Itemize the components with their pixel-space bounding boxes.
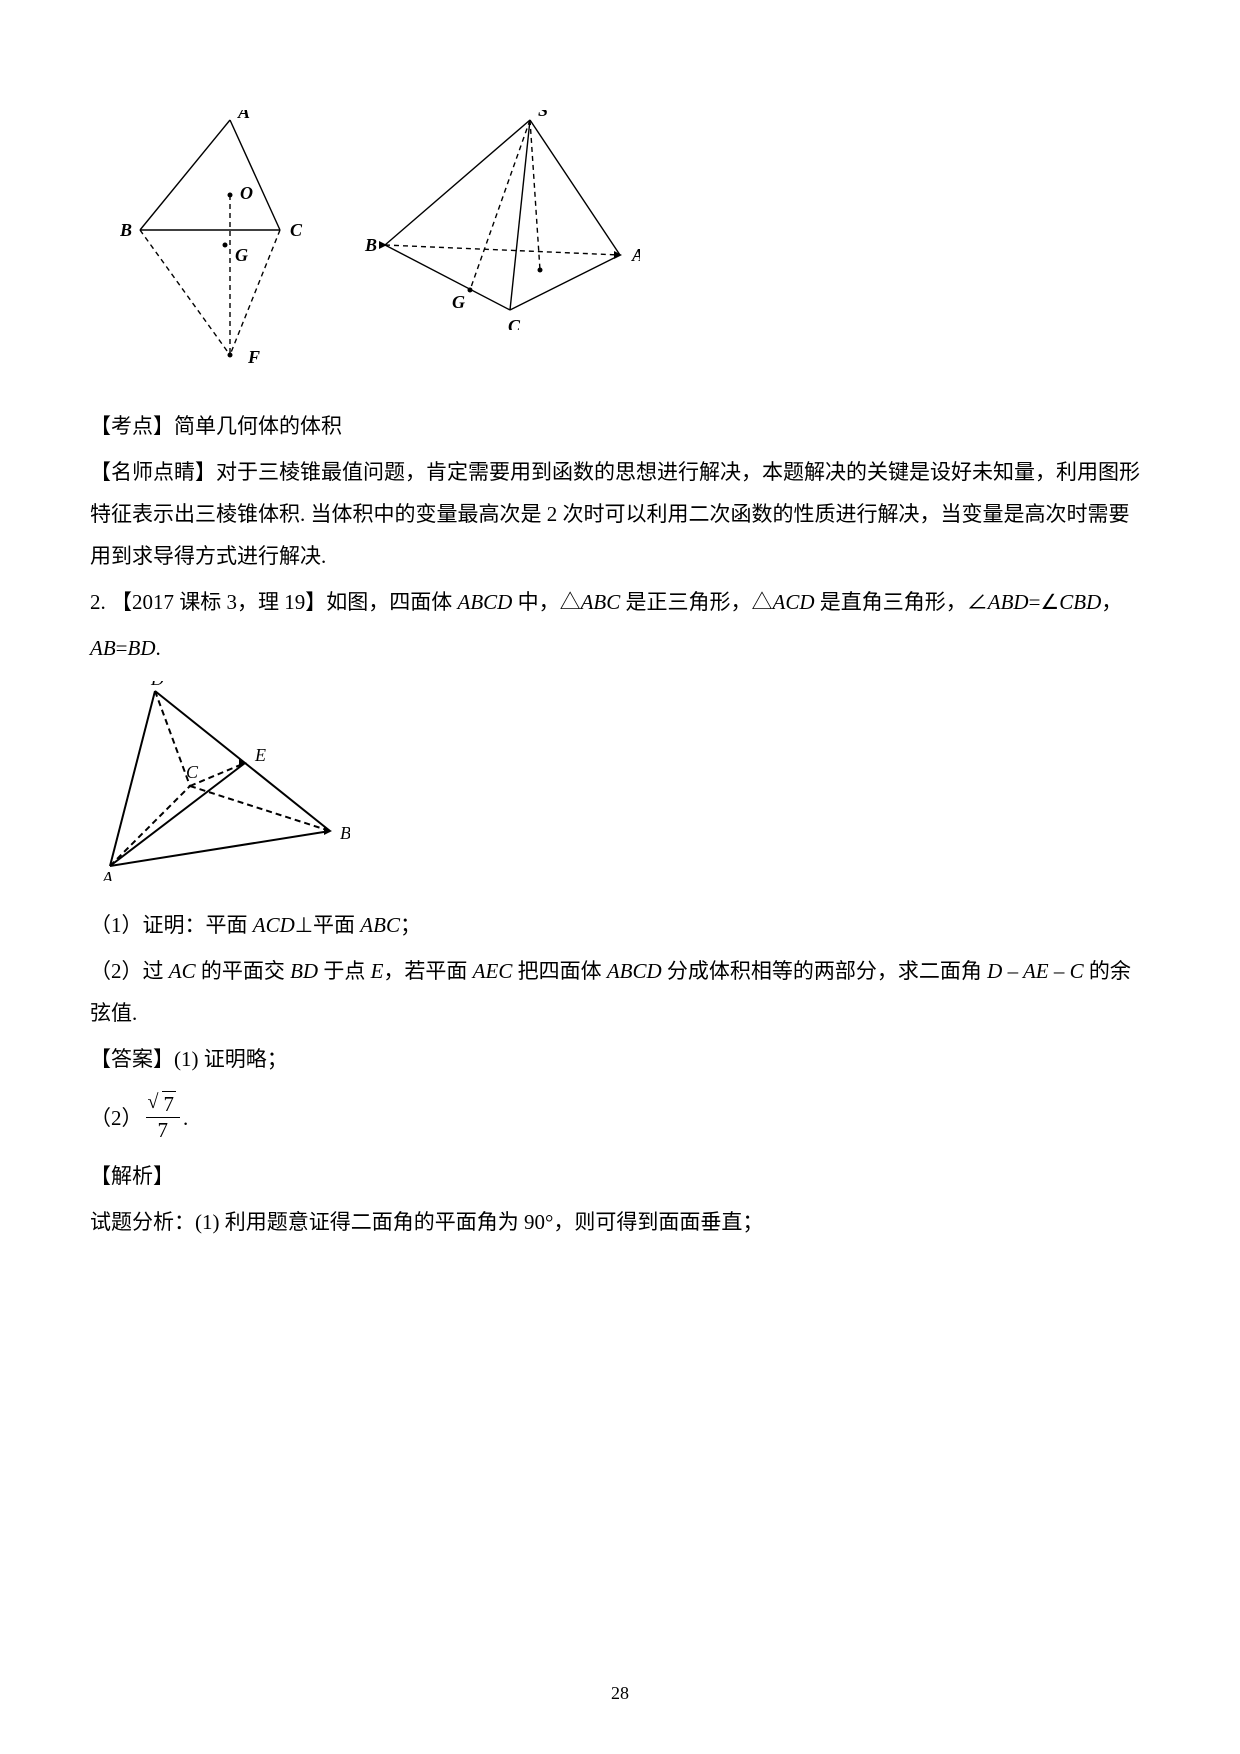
sub2-e: E [371,959,384,983]
mingshi-text: 对于三棱锥最值问题，肯定需要用到函数的思想进行解决，本题解决的关键是设好未知量，… [90,460,1140,568]
svg-text:A: A [631,245,640,265]
svg-text:O: O [240,183,253,203]
subq2: （2）过 AC 的平面交 BD 于点 E，若平面 AEC 把四面体 ABCD 分… [90,950,1150,1034]
sub2-m1: 的平面交 [196,959,291,983]
q2-m5: ， [1101,590,1122,614]
q2-eq: = [116,636,128,660]
sub2-daec: D – AE – C [987,959,1083,983]
answer2-post: . [183,1097,188,1139]
svg-text:C: C [186,762,199,782]
mingshi-label: 【名师点睛】 [90,460,216,484]
svg-text:G: G [452,292,465,312]
svg-text:C: C [508,316,521,330]
svg-text:C: C [290,220,303,240]
question2-line1: 2. 【2017 课标 3，理 19】如图，四面体 ABCD 中，△ABC 是正… [90,581,1150,623]
question2-line2: AB=BD. [90,627,1150,669]
mingshi-line: 【名师点睛】对于三棱锥最值问题，肯定需要用到函数的思想进行解决，本题解决的关键是… [90,451,1150,577]
sub1-abc: ABC [360,913,400,937]
answer-line2: （2） 7 7 . [90,1094,1150,1141]
figure-rhombus: A B C F O G [120,110,320,375]
sub2-abcd: ABCD [607,959,662,983]
jiexi-label: 【解析】 [90,1155,1150,1197]
svg-text:B: B [340,823,350,843]
kaodian-text: 简单几何体的体积 [174,414,342,438]
answer-line1: 【答案】(1) 证明略； [90,1038,1150,1080]
frac-num-rad: 7 [162,1091,177,1116]
svg-text:D: D [150,681,164,689]
q2-abd: ABD [988,590,1029,614]
analysis-line: 试题分析：(1) 利用题意证得二面角的平面角为 90°，则可得到面面垂直； [90,1201,1150,1243]
frac-den: 7 [146,1118,181,1141]
answer-label: 【答案】 [90,1047,174,1071]
figure-pyramid: S B A C G [360,110,640,375]
q2-acd: ACD [773,590,815,614]
q2-bd: BD [128,636,156,660]
page-number: 28 [0,1683,1240,1704]
q2-m3: 是直角三角形，∠ [815,590,988,614]
q2-m2: 是正三角形，△ [620,590,772,614]
sub1-mid: ⊥平面 [295,913,361,937]
q2-abcd: ABCD [458,590,513,614]
sub1-end: ； [400,913,421,937]
sub2-bd: BD [290,959,318,983]
sub2-m3: ，若平面 [383,959,472,983]
top-figures: A B C F O G S B A C G [120,110,1150,375]
q2-prefix: 2. 【2017 课标 3，理 19】如图，四面体 [90,590,458,614]
svg-text:A: A [101,868,114,881]
subq1: （1）证明：平面 ACD⊥平面 ABC； [90,904,1150,946]
svg-text:A: A [237,110,250,122]
kaodian-line: 【考点】简单几何体的体积 [90,405,1150,447]
svg-text:S: S [538,110,548,120]
svg-text:F: F [247,347,260,367]
svg-text:B: B [364,235,377,255]
sub2-ac: AC [169,959,196,983]
q2-cbd: CBD [1059,590,1101,614]
q2-end: . [156,636,161,660]
answer2-pre: （2） [90,1097,143,1139]
svg-text:E: E [254,745,266,765]
sub2-m2: 于点 [318,959,371,983]
sub2-aec: AEC [473,959,513,983]
sub2-m5: 分成体积相等的两部分，求二面角 [662,959,988,983]
sub1-pre: （1）证明：平面 [90,913,253,937]
q2-m1: 中，△ [512,590,580,614]
answer1-text: (1) 证明略； [174,1047,288,1071]
sub2-pre: （2）过 [90,959,169,983]
figure-tetrahedron: D A B C E [90,681,1150,886]
q2-ab: AB [90,636,116,660]
q2-abc: ABC [581,590,621,614]
kaodian-label: 【考点】 [90,414,174,438]
answer2-fraction: 7 7 [146,1094,181,1141]
svg-text:B: B [120,220,132,240]
sub1-acd: ACD [253,913,295,937]
svg-text:G: G [235,245,248,265]
q2-m4: =∠ [1029,590,1060,614]
sub2-m4: 把四面体 [512,959,607,983]
